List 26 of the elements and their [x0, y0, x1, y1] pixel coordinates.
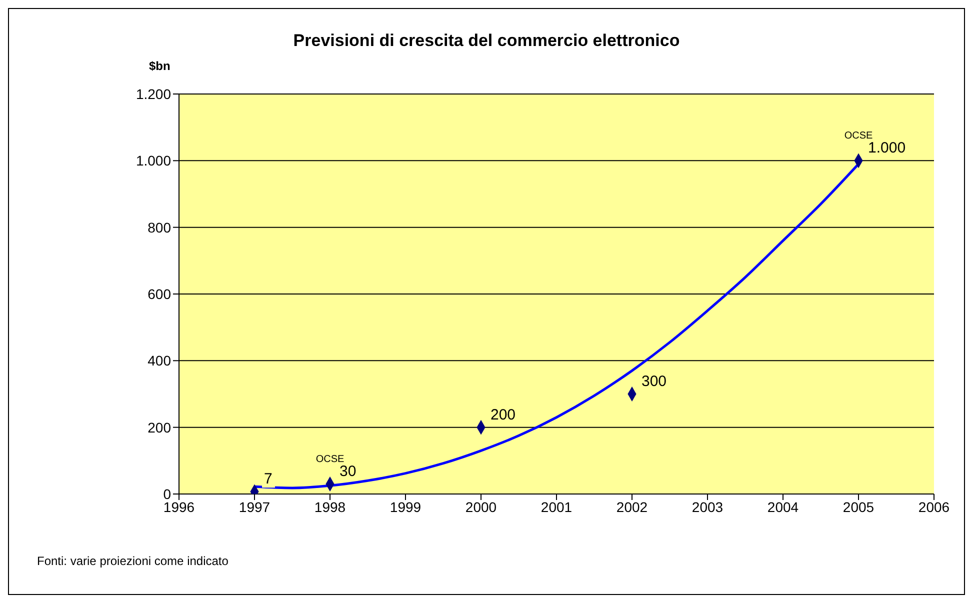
x-tick-label: 1997	[238, 498, 270, 515]
text: Fonti: varie proiezioni come indicato	[37, 554, 228, 568]
x-tick-label: 2000	[465, 498, 497, 515]
x-tick-label: 1998	[314, 498, 346, 515]
data-label: 7	[264, 470, 272, 488]
chart-title: Previsioni di crescita del commercio elettronico	[292, 31, 681, 51]
y-axis-title: $bn	[149, 59, 170, 73]
y-tick-label: 400	[148, 352, 172, 369]
x-tick-label: 1999	[390, 498, 422, 515]
data-label: 1.000	[868, 140, 906, 157]
x-tick-label: 2003	[692, 498, 724, 515]
x-tick-label: 2006	[918, 498, 950, 515]
y-tick-label: 1.000	[136, 152, 172, 169]
annotation: OCSE	[316, 454, 344, 465]
y-tick-label: 800	[148, 219, 172, 236]
x-tick-label: 2004	[767, 498, 799, 515]
x-tick-label: 2001	[540, 498, 572, 515]
y-tick-label: 600	[148, 286, 172, 302]
y-tick-label: 1.200	[136, 86, 172, 102]
data-label: 200	[490, 406, 516, 424]
annotation: OCSE	[844, 130, 873, 142]
x-tick-label: 2005	[842, 498, 874, 515]
data-label: 300	[642, 373, 667, 390]
data-label: 30	[340, 463, 356, 480]
y-tick-label: 200	[148, 419, 172, 436]
x-tick-label: 2002	[616, 498, 648, 515]
